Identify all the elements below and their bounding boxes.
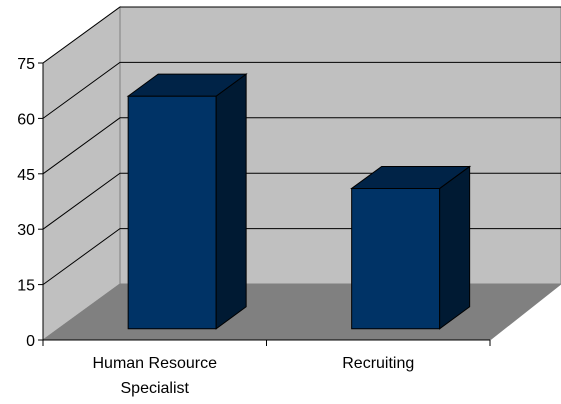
y-tick-label: 30 (17, 222, 35, 239)
x-tick-label: Human Resource Specialist (93, 355, 218, 397)
y-tick-label: 15 (17, 278, 35, 295)
bar-side (215, 73, 247, 330)
y-tick-label: 45 (17, 167, 35, 184)
gridline (42, 117, 561, 175)
gridline (42, 6, 561, 64)
axes (42, 63, 491, 346)
bar-top (126, 73, 248, 97)
x-axis-labels: Human Resource Specialist Recruiting (93, 355, 415, 397)
bar-top (350, 165, 472, 189)
bars (126, 73, 472, 330)
bar-front (351, 187, 441, 330)
y-tick-label: 60 (17, 111, 35, 128)
bar-front (127, 95, 217, 330)
chart-floor (41, 283, 561, 341)
bar (350, 165, 472, 330)
gridline (42, 61, 561, 119)
y-tick-label: 75 (17, 56, 35, 73)
bar-side (439, 165, 471, 330)
side-wall (42, 6, 121, 341)
y-tick-label: 0 (26, 333, 35, 350)
floor (41, 283, 561, 341)
y-axis-ticks: 0 15 30 45 60 75 (17, 56, 43, 350)
x-tick-label: Recruiting (342, 355, 414, 372)
bar (126, 73, 248, 330)
